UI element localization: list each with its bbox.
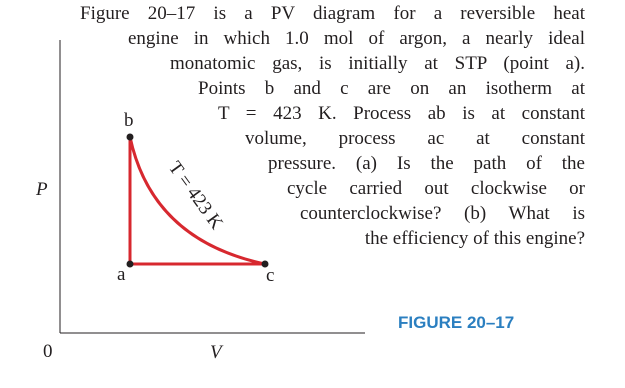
point-b bbox=[126, 133, 134, 141]
text-line: T = 423 K. Process ab is at constant bbox=[218, 103, 585, 124]
text-line: counterclockwise? (b) What is bbox=[300, 203, 585, 224]
text-line: engine in which 1.0 mol of argon, a near… bbox=[128, 28, 585, 49]
point-c bbox=[261, 260, 269, 268]
point-b-label: b bbox=[124, 110, 134, 131]
origin-label: 0 bbox=[43, 341, 53, 362]
x-axis-label: V bbox=[210, 342, 224, 363]
text-line: Figure 20–17 is a PV diagram for a rever… bbox=[80, 3, 585, 24]
text-line: monatomic gas, is initially at STP (poin… bbox=[170, 53, 585, 74]
point-c-label: c bbox=[266, 265, 274, 286]
point-a-label: a bbox=[117, 264, 126, 285]
text-line: cycle carried out clockwise or bbox=[287, 178, 585, 199]
text-line: Points b and c are on an isotherm at bbox=[198, 78, 585, 99]
isotherm-bc bbox=[128, 136, 266, 266]
text-line: the efficiency of this engine? bbox=[364, 228, 585, 249]
isotherm-label: T = 423 K bbox=[164, 158, 227, 234]
point-a bbox=[126, 260, 134, 268]
figure-label: FIGURE 20–17 bbox=[398, 313, 515, 332]
y-axis-label: P bbox=[35, 179, 48, 200]
text-line: pressure. (a) Is the path of the bbox=[268, 153, 585, 174]
text-line: volume, process ac at constant bbox=[245, 128, 585, 149]
